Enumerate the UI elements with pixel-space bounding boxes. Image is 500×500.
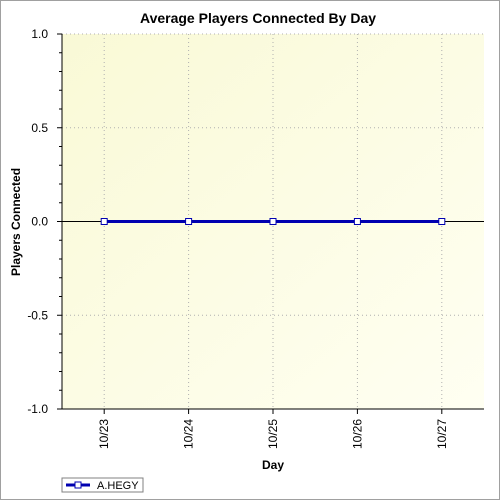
- x-tick-label: 10/25: [266, 419, 280, 449]
- grid-lines: [62, 33, 484, 409]
- legend-label: A.HEGY: [97, 480, 139, 492]
- data-point: [100, 218, 108, 225]
- y-axis-ticks: 1.0 0.5 0.0 -0.5 -1.0: [27, 27, 62, 416]
- y-axis-label: Players Connected: [9, 168, 23, 276]
- x-axis-label: Day: [262, 458, 284, 472]
- x-tick-label: 10/23: [97, 419, 111, 449]
- x-axis-ticks: 10/23 10/24 10/25 10/26 10/27: [97, 409, 449, 449]
- x-tick-label: 10/24: [182, 419, 196, 449]
- y-tick-label: 1.0: [31, 27, 48, 41]
- x-tick-label: 10/27: [435, 419, 449, 449]
- chart-title: Average Players Connected By Day: [140, 10, 376, 26]
- y-tick-label: 0.5: [31, 121, 48, 135]
- data-point: [185, 218, 193, 225]
- legend: A.HEGY: [61, 477, 144, 493]
- x-tick-label: 10/26: [350, 419, 364, 449]
- y-tick-label: -0.5: [27, 308, 48, 322]
- data-point: [269, 218, 277, 225]
- series-layer: [100, 218, 446, 225]
- data-point: [353, 218, 361, 225]
- legend-swatch-marker: [74, 481, 82, 489]
- data-point: [438, 218, 446, 225]
- y-tick-label: 0.0: [31, 215, 48, 229]
- legend-box: [61, 477, 144, 493]
- y-tick-label: -1.0: [27, 402, 48, 416]
